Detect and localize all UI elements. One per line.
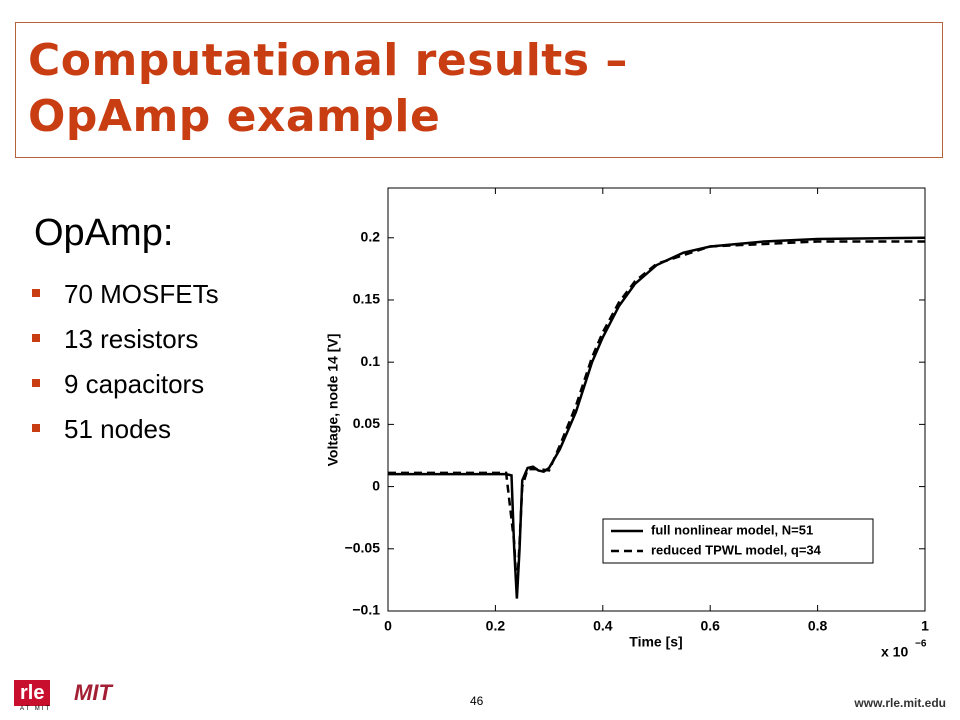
footer-url: www.rle.mit.edu xyxy=(854,696,946,710)
x-label: Time [s] xyxy=(629,634,682,650)
bullet-list: 70 MOSFETs 13 resistors 9 capacitors 51 … xyxy=(32,272,219,452)
x-tick-label: 0.6 xyxy=(700,618,720,634)
bullet: 13 resistors xyxy=(32,317,219,362)
logo-rle: rle xyxy=(14,680,51,706)
series-line xyxy=(388,240,925,593)
x-multiplier-exponent: −6 xyxy=(915,639,927,650)
bullet: 70 MOSFETs xyxy=(32,272,219,317)
legend-label: reduced TPWL model, q=34 xyxy=(651,542,822,557)
heading: OpAmp: xyxy=(34,212,174,254)
x-tick-label: 0 xyxy=(384,618,392,634)
logo-rle-sub: AT MIT xyxy=(20,706,52,712)
page-number: 46 xyxy=(470,694,484,708)
legend-label: full nonlinear model, N=51 xyxy=(651,522,813,537)
y-tick-label: 0.1 xyxy=(361,353,381,369)
bullet: 51 nodes xyxy=(32,407,219,452)
y-tick-label: 0.15 xyxy=(353,291,380,307)
y-tick-label: 0.05 xyxy=(353,415,380,431)
y-tick-label: −0.05 xyxy=(345,539,381,555)
logo-mit: MIT xyxy=(74,680,112,705)
title-box: Computational results – OpAmp example xyxy=(15,22,943,158)
y-tick-label: 0.2 xyxy=(361,228,381,244)
title-line: OpAmp example xyxy=(28,91,441,142)
y-tick-label: −0.1 xyxy=(352,602,380,618)
title-line: Computational results – xyxy=(28,35,628,86)
x-tick-label: 0.2 xyxy=(486,618,506,634)
bullet: 9 capacitors xyxy=(32,362,219,407)
x-tick-label: 0.8 xyxy=(808,618,828,634)
plot-frame xyxy=(387,187,926,612)
x-tick-label: 0.4 xyxy=(593,618,613,634)
x-tick-label: 1 xyxy=(921,618,929,634)
y-tick-label: 0 xyxy=(372,477,380,493)
legend-box xyxy=(602,518,874,564)
y-label: Voltage, node 14 [V] xyxy=(325,334,341,467)
x-multiplier: x 10 xyxy=(881,644,908,660)
